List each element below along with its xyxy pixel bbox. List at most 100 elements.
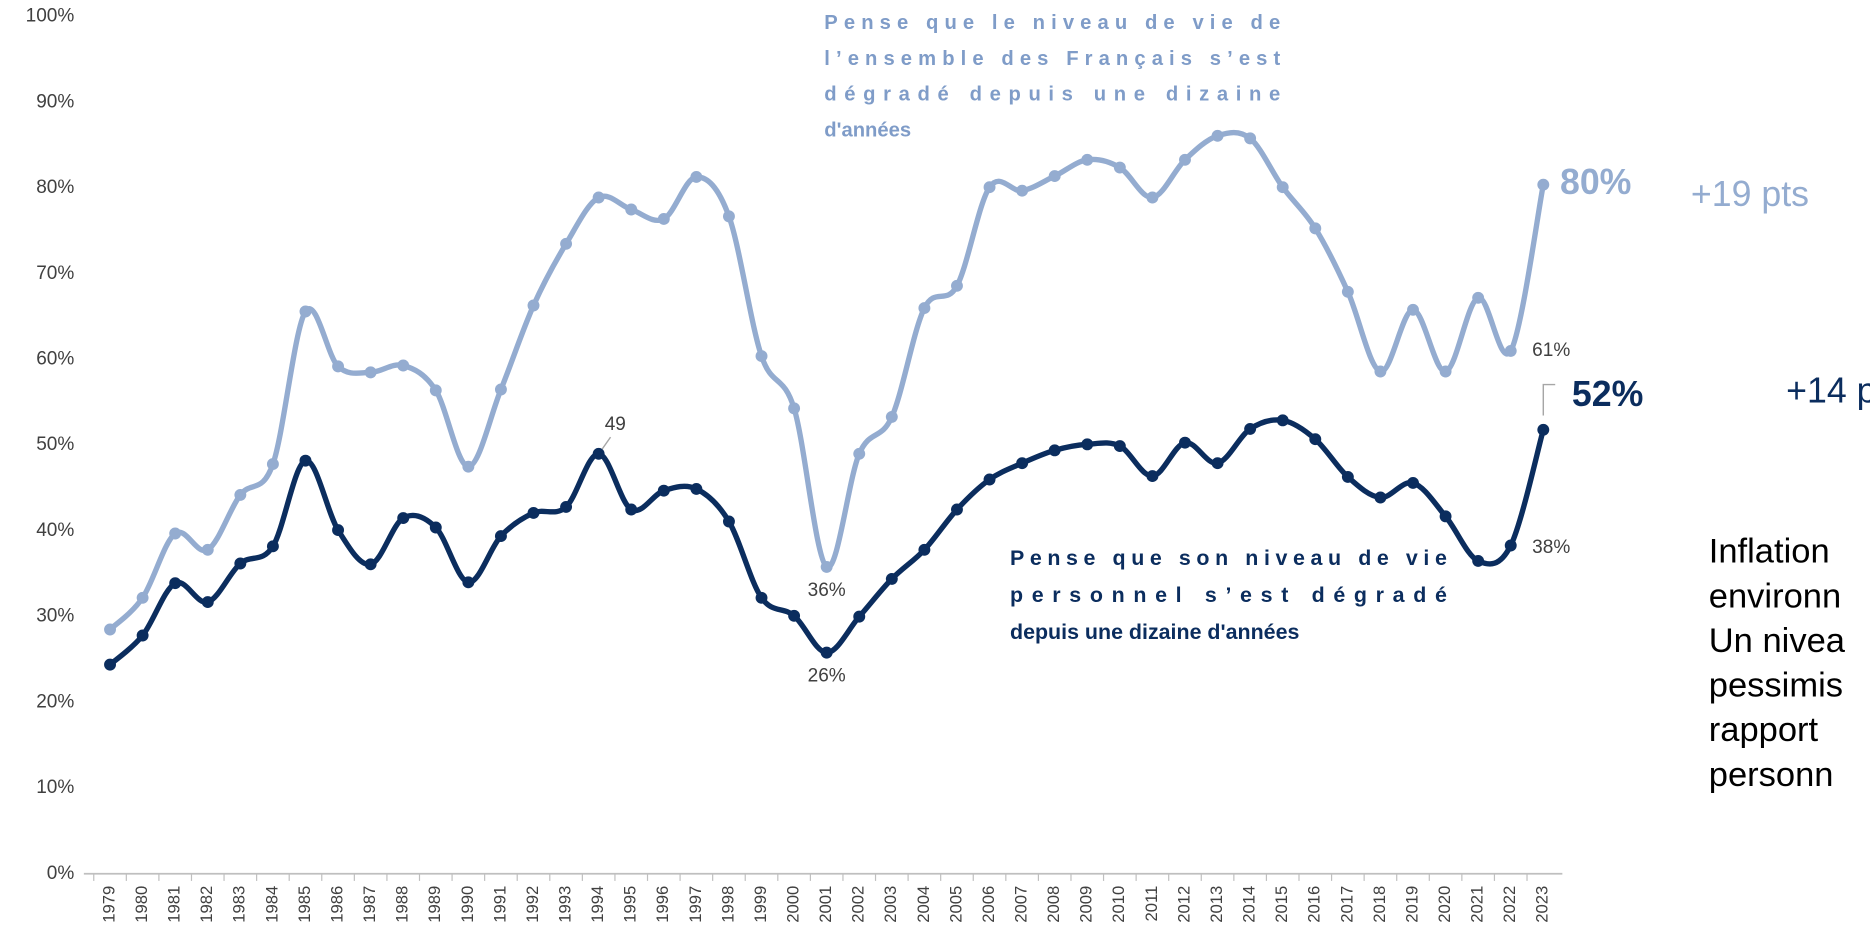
data-point bbox=[1048, 170, 1061, 183]
x-tick-label: 1979 bbox=[99, 886, 118, 923]
x-tick-label: 1992 bbox=[523, 886, 542, 923]
x-tick-label: 1995 bbox=[621, 886, 640, 923]
data-point bbox=[429, 521, 442, 534]
x-tick-label: 2008 bbox=[1044, 886, 1063, 923]
data-point bbox=[332, 524, 345, 537]
data-point bbox=[397, 359, 410, 372]
data-point bbox=[527, 299, 540, 312]
x-tick-label: 1991 bbox=[490, 886, 509, 923]
x-tick-label: 2010 bbox=[1109, 886, 1128, 923]
data-point bbox=[853, 610, 866, 623]
x-tick-label: 1994 bbox=[588, 886, 607, 923]
data-point bbox=[1407, 476, 1419, 489]
data-point bbox=[1048, 444, 1061, 457]
data-point bbox=[1472, 291, 1485, 304]
value-label: 52% bbox=[1572, 374, 1643, 414]
data-point bbox=[1179, 436, 1191, 449]
y-tick-label: 100% bbox=[26, 6, 75, 27]
data-point bbox=[462, 576, 475, 589]
x-tick-label: 1990 bbox=[458, 886, 477, 923]
data-point bbox=[788, 609, 801, 622]
x-tick-label: 2020 bbox=[1435, 886, 1454, 923]
value-label: 26% bbox=[808, 665, 846, 686]
side-text: Inflation bbox=[1709, 533, 1830, 571]
x-tick-label: 1981 bbox=[165, 886, 184, 923]
x-tick-label: 2004 bbox=[914, 886, 933, 923]
data-point bbox=[364, 366, 377, 379]
data-point bbox=[429, 384, 442, 397]
x-tick-label: 2009 bbox=[1077, 886, 1096, 923]
data-point bbox=[169, 577, 182, 590]
data-point bbox=[820, 560, 833, 573]
data-point bbox=[755, 350, 768, 363]
series-annotation: dégradé depuis une dizaine bbox=[824, 84, 1280, 106]
data-point bbox=[364, 558, 377, 571]
data-point bbox=[1472, 554, 1485, 567]
data-point bbox=[201, 543, 214, 556]
data-point bbox=[1374, 365, 1387, 378]
data-point bbox=[722, 210, 735, 223]
side-text: personn bbox=[1709, 756, 1834, 794]
data-point bbox=[1244, 422, 1257, 435]
data-point bbox=[1504, 344, 1517, 357]
data-point bbox=[1016, 184, 1029, 197]
side-text: pessimis bbox=[1709, 667, 1843, 705]
x-tick-label: 1983 bbox=[230, 886, 249, 923]
data-point bbox=[1309, 222, 1322, 235]
y-tick-label: 50% bbox=[36, 434, 74, 455]
x-tick-label: 1993 bbox=[555, 886, 574, 923]
data-point bbox=[560, 500, 573, 513]
data-point bbox=[918, 302, 931, 315]
data-point bbox=[462, 460, 475, 473]
x-tick-label: 1989 bbox=[425, 886, 444, 923]
x-tick-label: 1984 bbox=[262, 886, 281, 923]
data-point bbox=[1341, 285, 1354, 298]
data-point bbox=[657, 484, 670, 497]
x-tick-label: 1987 bbox=[360, 886, 379, 923]
x-tick-label: 1985 bbox=[295, 886, 314, 923]
x-tick-label: 1986 bbox=[327, 886, 346, 923]
x-tick-label: 2005 bbox=[946, 886, 965, 923]
y-tick-label: 20% bbox=[36, 691, 74, 712]
data-point bbox=[266, 458, 279, 471]
data-point bbox=[983, 473, 996, 486]
data-point bbox=[657, 212, 670, 225]
data-point bbox=[1113, 161, 1126, 174]
value-label: 80% bbox=[1560, 162, 1631, 202]
x-tick-label: 2007 bbox=[1012, 886, 1031, 923]
value-label: 36% bbox=[808, 580, 846, 601]
y-tick-label: 70% bbox=[36, 263, 74, 284]
x-tick-label: 2003 bbox=[881, 886, 900, 923]
data-point bbox=[592, 447, 605, 460]
data-point bbox=[201, 596, 214, 609]
series-line bbox=[108, 417, 1546, 667]
data-point bbox=[1504, 539, 1517, 552]
data-point bbox=[951, 279, 963, 292]
data-point bbox=[1081, 438, 1094, 451]
side-text: rapport bbox=[1709, 711, 1819, 749]
value-label: 49 bbox=[605, 414, 626, 435]
y-tick-label: 80% bbox=[36, 177, 74, 198]
y-tick-label: 40% bbox=[36, 520, 74, 541]
data-point bbox=[1146, 191, 1159, 204]
data-point bbox=[234, 557, 247, 570]
series-annotation: Pense que le niveau de vie de bbox=[824, 12, 1280, 34]
data-point bbox=[1309, 433, 1322, 446]
x-tick-label: 1998 bbox=[718, 886, 737, 923]
data-point bbox=[494, 383, 507, 396]
x-tick-label: 2014 bbox=[1240, 886, 1259, 923]
data-point bbox=[1276, 181, 1289, 194]
x-tick-label: 2012 bbox=[1174, 886, 1193, 923]
x-tick-label: 1997 bbox=[686, 886, 705, 923]
y-tick-label: 10% bbox=[36, 777, 74, 798]
change-label: +19 pts bbox=[1691, 174, 1809, 214]
change-label: +14 pts bbox=[1786, 370, 1870, 410]
x-tick-label: 1982 bbox=[197, 886, 216, 923]
data-point bbox=[397, 512, 410, 525]
y-tick-label: 30% bbox=[36, 606, 74, 627]
data-point bbox=[1374, 491, 1387, 504]
data-point bbox=[1016, 457, 1029, 470]
x-tick-label: 2023 bbox=[1533, 886, 1552, 923]
data-point bbox=[820, 646, 833, 659]
